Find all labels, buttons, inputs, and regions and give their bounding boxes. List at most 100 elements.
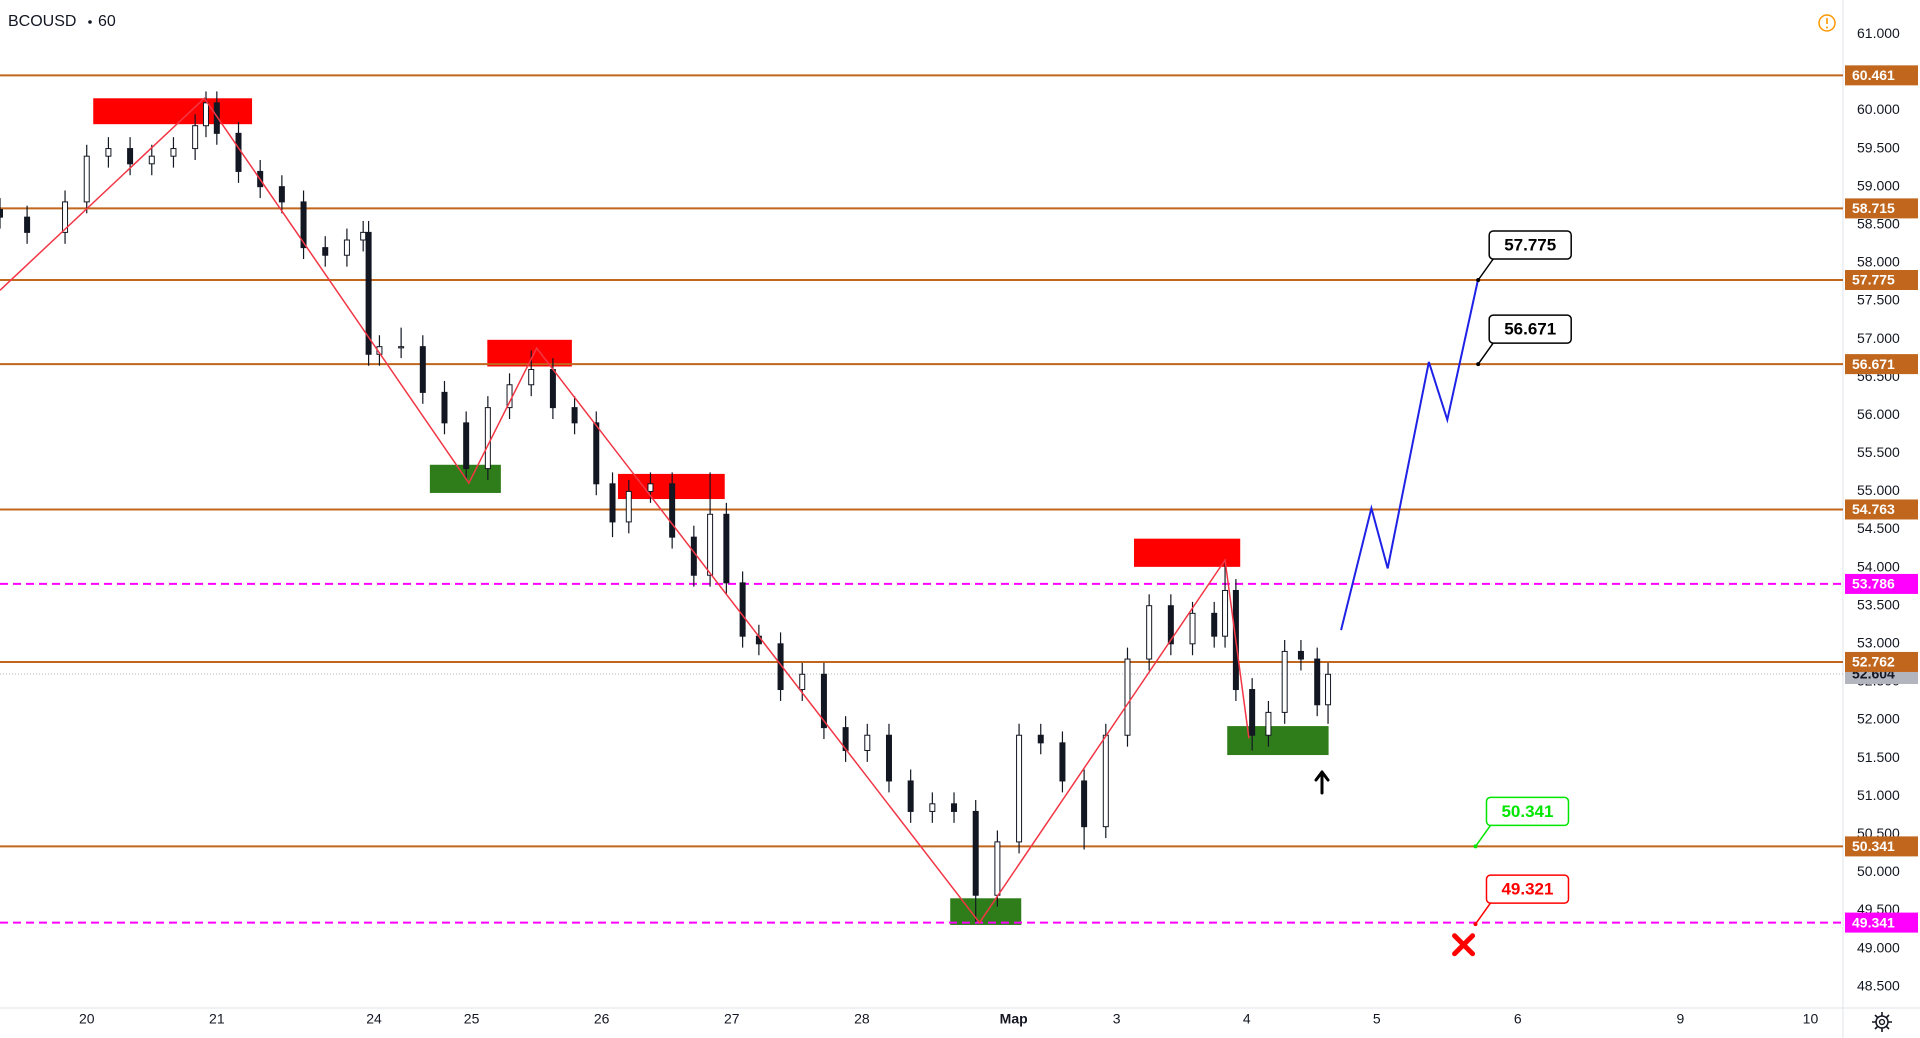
candle-body <box>929 803 936 812</box>
candle-body <box>669 483 676 538</box>
x-tick-label: 4 <box>1243 1011 1251 1027</box>
candle-body <box>441 391 448 424</box>
level-label: 54.763 <box>1852 501 1895 517</box>
candle-body <box>707 513 714 576</box>
x-tick-label: Мар <box>1000 1011 1028 1027</box>
warning-icon[interactable] <box>1818 14 1836 32</box>
candle-body <box>1189 612 1196 645</box>
level-label-box <box>1845 354 1918 375</box>
candle-body <box>278 186 285 203</box>
y-tick-label: 48.500 <box>1857 977 1900 993</box>
callout-pointer <box>1474 824 1492 847</box>
zigzag-line <box>0 97 1250 924</box>
callout-anchor <box>1476 278 1481 282</box>
settings-icon[interactable] <box>1872 1012 1892 1032</box>
candle-body <box>799 673 806 691</box>
x-tick-label: 21 <box>209 1011 225 1027</box>
candle-body <box>1059 742 1066 782</box>
candle-body <box>820 673 827 729</box>
candle-body <box>170 148 177 157</box>
level-label: 58.715 <box>1852 200 1895 216</box>
level-label: 60.461 <box>1852 67 1895 83</box>
y-tick-label: 58.000 <box>1857 254 1900 270</box>
zone <box>950 898 1022 925</box>
callout-anchor <box>1473 922 1478 927</box>
callout-label: 56.671 <box>1504 320 1556 339</box>
candle-body <box>127 148 134 165</box>
x-tick-label: 6 <box>1514 1011 1522 1027</box>
candle-body <box>690 536 697 576</box>
x-tick-label: 24 <box>366 1011 382 1027</box>
level-label-box <box>1845 270 1918 290</box>
candle-body <box>1297 650 1304 660</box>
x-tick-label: 20 <box>79 1011 95 1027</box>
y-tick-label: 51.500 <box>1857 749 1900 765</box>
callout-box <box>1488 230 1572 260</box>
y-tick-label: 57.500 <box>1857 292 1900 308</box>
zone <box>93 98 253 125</box>
level-label-box <box>1845 836 1918 857</box>
x-tick-label: 27 <box>724 1011 740 1027</box>
level-label-box <box>1845 198 1918 219</box>
y-tick-label: 53.000 <box>1857 635 1900 651</box>
level-label-box <box>1845 573 1918 594</box>
candle-body <box>1211 612 1218 637</box>
y-tick-label: 51.000 <box>1857 787 1900 803</box>
callout-label: 49.321 <box>1501 880 1553 899</box>
candle-body <box>994 841 1001 896</box>
candle-body <box>202 102 209 127</box>
y-tick-label: 59.500 <box>1857 139 1900 155</box>
candle-body <box>235 132 242 172</box>
plot: 57.775 56.671 50.341 49.321 <box>0 74 1843 957</box>
up-arrow <box>1314 770 1330 795</box>
candle-body <box>951 803 958 812</box>
separator <box>88 20 92 24</box>
candle-body <box>549 369 556 409</box>
candle-body <box>343 239 350 256</box>
y-tick-label: 54.500 <box>1857 520 1900 536</box>
y-tick-label: 59.000 <box>1857 177 1900 193</box>
candle-body <box>1016 734 1023 843</box>
x-tick-label: 3 <box>1113 1011 1121 1027</box>
candle-body <box>213 102 220 134</box>
level-label: 52.762 <box>1852 654 1895 670</box>
candle-body <box>463 422 470 470</box>
y-tick-label: 53.500 <box>1857 596 1900 612</box>
y-tick-label: 61.000 <box>1857 25 1900 41</box>
y-tick-label: 54.000 <box>1857 558 1900 574</box>
candle-body <box>1314 658 1321 706</box>
callout-box <box>1488 314 1572 344</box>
callout-label: 50.341 <box>1501 802 1553 821</box>
interval: 60 <box>98 13 116 30</box>
y-tick-label: 58.500 <box>1857 215 1900 231</box>
symbol: BCOUSD <box>8 13 76 30</box>
candle-body <box>723 513 730 584</box>
candle-body <box>360 231 367 241</box>
cross-marker <box>1452 933 1476 957</box>
candle-body <box>192 125 199 150</box>
y-tick-label: 55.000 <box>1857 482 1900 498</box>
candle-body <box>1081 780 1088 828</box>
candle-body <box>609 483 616 523</box>
level-label: 49.341 <box>1852 914 1895 930</box>
x-tick-label: 25 <box>464 1011 480 1027</box>
candle-body <box>885 734 892 782</box>
candle-body <box>1222 589 1229 637</box>
candle-body <box>24 216 31 233</box>
x-tick-label: 10 <box>1803 1011 1819 1027</box>
candle-body <box>593 422 600 485</box>
y-tick-label: 49.000 <box>1857 939 1900 955</box>
candle-body <box>571 407 578 424</box>
candle-body <box>0 209 3 218</box>
level-label-box <box>1845 912 1918 933</box>
candle-body <box>528 369 535 386</box>
candle-body <box>419 346 426 393</box>
x-tick-label: 28 <box>854 1011 870 1027</box>
candle-body <box>907 780 914 812</box>
callout-box <box>1485 874 1570 904</box>
level-label-box <box>1845 499 1918 520</box>
candle-body <box>842 727 849 751</box>
candle-body <box>1325 673 1332 706</box>
